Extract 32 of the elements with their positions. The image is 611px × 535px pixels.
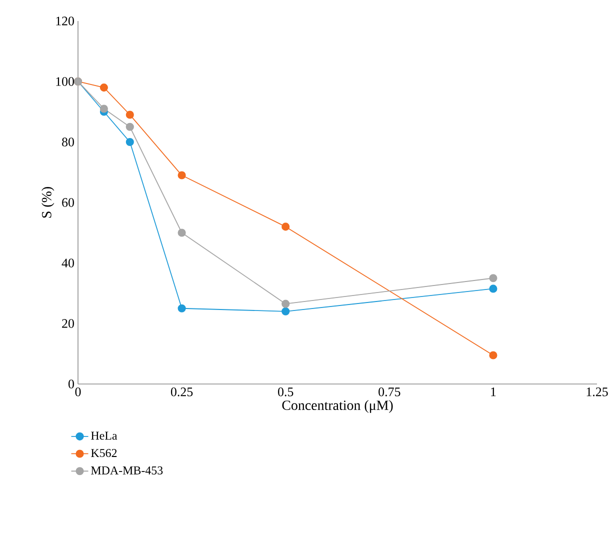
x-axis-title: Concentration (μM)	[282, 400, 393, 413]
x-tick-label: 0	[75, 388, 81, 396]
y-tick-label: 20	[62, 319, 74, 328]
point	[282, 307, 290, 316]
point	[178, 304, 186, 312]
legend-label: HeLa	[91, 432, 118, 440]
y-tick-label: 40	[62, 258, 74, 268]
point	[178, 228, 186, 237]
y-tick-label: 100	[56, 77, 74, 86]
x-tick-label: 0.25	[170, 388, 193, 396]
point	[178, 171, 186, 180]
y-axis-title: S (%)	[42, 187, 54, 218]
point	[126, 122, 134, 131]
point	[489, 351, 498, 360]
y-tick-label: 60	[62, 198, 74, 207]
legend-label: MDA-MB-453	[91, 466, 163, 474]
point	[126, 138, 134, 146]
x-tick-label: 0.75	[378, 388, 400, 396]
point	[282, 300, 290, 308]
x-tick-label: 0.5	[278, 388, 294, 396]
y-tick-label: 120	[56, 16, 74, 26]
point	[100, 104, 108, 113]
point	[489, 274, 498, 282]
point	[126, 110, 134, 119]
y-tick-label: 0	[68, 380, 74, 388]
x-tick-label: 1.25	[586, 388, 608, 396]
point	[489, 284, 498, 293]
point	[100, 84, 108, 92]
x-tick-label: 1	[491, 388, 496, 396]
point	[282, 222, 290, 231]
y-tick-label: 80	[62, 138, 74, 146]
legend-label: K562	[91, 449, 117, 458]
